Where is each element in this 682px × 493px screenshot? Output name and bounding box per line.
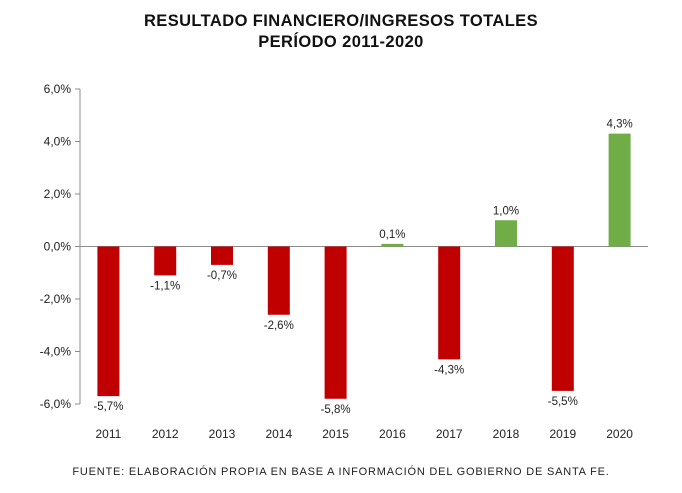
- x-tick-label: 2013: [209, 427, 236, 441]
- data-label: 0,1%: [379, 229, 405, 241]
- bar: [438, 246, 461, 360]
- y-tick-label: -6,0%: [40, 397, 72, 411]
- chart-title: RESULTADO FINANCIERO/INGRESOS TOTALES: [143, 12, 538, 30]
- data-label: -5,5%: [548, 396, 578, 408]
- data-label: -5,8%: [321, 404, 351, 416]
- bar: [267, 246, 290, 315]
- y-tick-label: -4,0%: [40, 345, 72, 359]
- data-label: -5,7%: [93, 401, 123, 413]
- bar: [551, 246, 574, 391]
- x-tick-label: 2011: [95, 427, 121, 441]
- source-note: FUENTE: ELABORACIÓN PROPIA EN BASE A INF…: [72, 466, 610, 478]
- y-tick-label: 0,0%: [44, 240, 72, 254]
- bar: [211, 246, 233, 265]
- x-tick-label: 2020: [606, 427, 633, 441]
- y-tick-label: -2,0%: [40, 292, 72, 306]
- bar: [154, 246, 177, 276]
- y-tick-label: 2,0%: [44, 187, 72, 201]
- y-tick-label: 4,0%: [44, 135, 72, 149]
- bar: [608, 133, 631, 247]
- x-tick-label: 2015: [322, 427, 349, 441]
- bar: [495, 220, 517, 247]
- data-label: 1,0%: [493, 205, 519, 217]
- chart-subtitle: PERÍODO 2011-2020: [258, 33, 424, 51]
- x-tick-label: 2018: [493, 427, 520, 441]
- x-tick-label: 2019: [549, 427, 576, 441]
- x-tick-label: 2012: [152, 427, 179, 441]
- x-tick-label: 2016: [379, 427, 406, 441]
- data-label: -4,3%: [434, 364, 464, 376]
- data-label: -2,6%: [264, 320, 294, 332]
- y-tick-label: 6,0%: [44, 82, 72, 96]
- x-tick-label: 2017: [436, 427, 463, 441]
- data-label: -1,1%: [150, 280, 180, 292]
- x-tick-label: 2014: [265, 427, 292, 441]
- data-label: 4,3%: [606, 119, 632, 131]
- data-label: -0,7%: [207, 270, 237, 282]
- bar: [324, 246, 347, 399]
- bar: [381, 243, 404, 247]
- bar: [97, 246, 120, 397]
